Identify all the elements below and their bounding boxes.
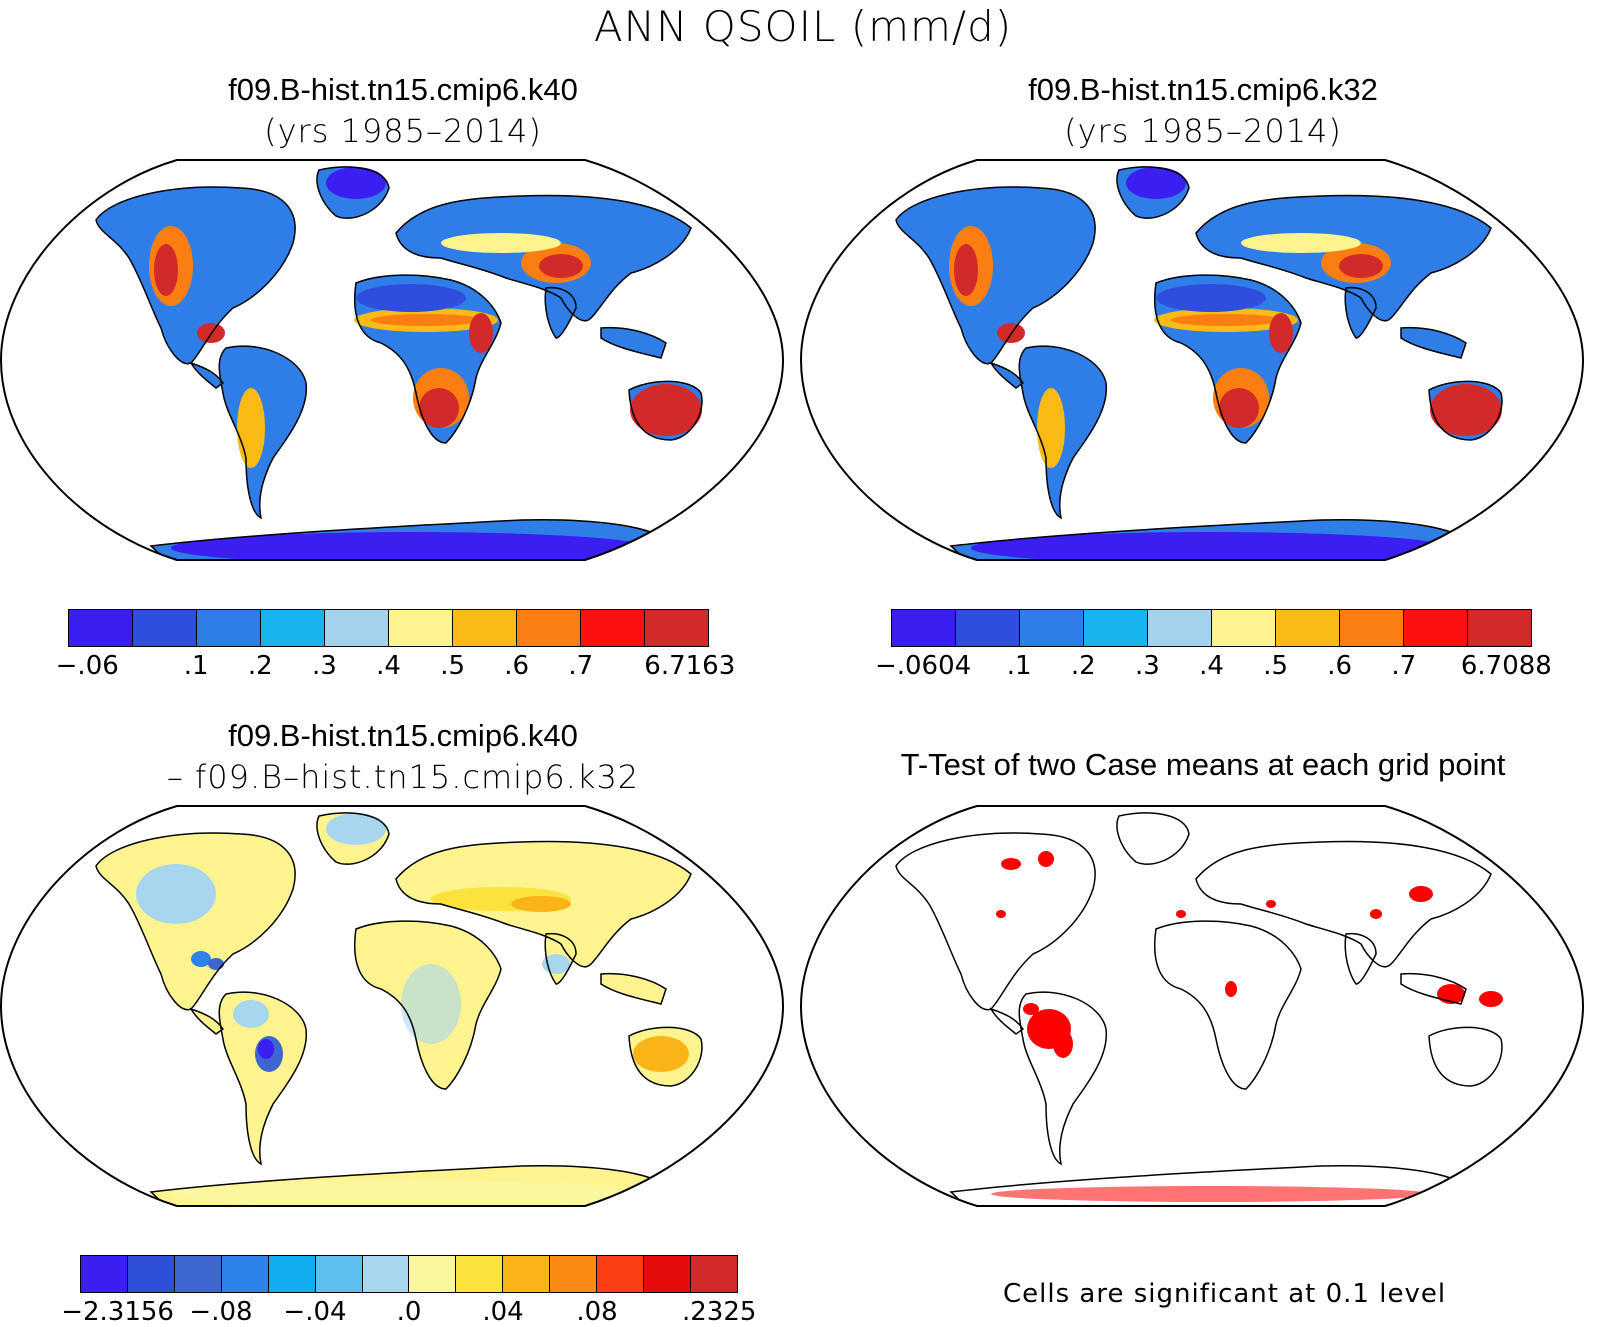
cb1-tick-label: .2 [247,651,273,681]
cb3-swatch [550,1256,598,1292]
cb3-swatch [362,1256,410,1292]
panel-title-top-right: f09.B-hist.tn15.cmip6.k32 [1028,72,1378,107]
cb2-tick-label: .7 [1391,651,1417,681]
figure-title: ANN QSOIL (mm/d) [593,2,1013,51]
cb3-swatch [81,1256,128,1292]
map-bottom-left [0,805,784,1207]
cb3-swatch [268,1256,316,1292]
cb1-swatch [69,610,133,646]
cb1-tick-label: .5 [440,651,465,681]
colorbar-top-right [891,609,1532,647]
cb1-tick-label: .7 [568,651,594,681]
cb1-swatch [581,610,645,646]
cb3-swatch [456,1256,504,1292]
cb2-tick-label: 6.7088 [1460,651,1552,681]
cb2-swatch [1404,610,1468,646]
panel-subtitle-bottom-left: – f09.B–hist.tn15.cmip6.k32 [166,758,640,796]
cb2-swatch [1212,610,1276,646]
cb2-tick-label: .2 [1070,651,1096,681]
cb3-swatch [644,1256,691,1292]
cb2-tick-label: .3 [1134,651,1160,681]
cb2-swatch [1084,610,1148,646]
cb2-swatch [1340,610,1404,646]
cb1-swatch [517,610,581,646]
panel-subtitle-top-right: (yrs 1985–2014) [1064,112,1342,150]
colorbar-top-left [68,609,709,647]
cb3-swatch [690,1256,737,1292]
panel-title-bottom-left: f09.B-hist.tn15.cmip6.k40 [228,718,578,753]
cb2-swatch [1276,610,1340,646]
panel-subtitle-top-left: (yrs 1985–2014) [264,112,542,150]
panel-title-top-left: f09.B-hist.tn15.cmip6.k40 [228,72,578,107]
cb1-tick-label: .3 [311,651,337,681]
cb3-tick-label: −.04 [283,1297,347,1327]
cb3-tick-label: .0 [396,1297,422,1327]
cb1-swatch [645,610,708,646]
map-top-left [0,159,784,561]
cb2-tick-label: .1 [1006,651,1032,681]
colorbar-bottom-left [80,1255,738,1293]
cb2-swatch [1468,610,1531,646]
cb3-swatch [315,1256,363,1292]
cb1-tick-label: .6 [504,651,530,681]
cb3-swatch [503,1256,551,1292]
cb3-tick-label: .08 [576,1297,618,1327]
cb1-tick-label: .1 [183,651,209,681]
cb1-swatch [325,610,389,646]
cb2-swatch [1020,610,1084,646]
cb3-tick-label: .04 [482,1297,524,1327]
cb2-swatch [956,610,1020,646]
cb2-tick-label: −.0604 [874,651,972,681]
cb3-swatch [409,1256,457,1292]
cb2-swatch [1148,610,1212,646]
cb1-tick-label: −.06 [55,651,119,681]
cb2-tick-label: .5 [1263,651,1288,681]
cb2-swatch [892,610,956,646]
cb2-tick-label: .4 [1199,651,1224,681]
cb3-tick-label: .2325 [681,1297,757,1327]
cb3-swatch [221,1256,269,1292]
cb1-swatch [197,610,261,646]
cb1-tick-label: .4 [376,651,401,681]
cb3-swatch [174,1256,222,1292]
cb1-swatch [133,610,197,646]
cb3-tick-label: −2.3156 [61,1297,174,1327]
cb3-tick-label: −.08 [189,1297,253,1327]
map-bottom-right [800,805,1584,1207]
panel-title-bottom-right: T-Test of two Case means at each grid po… [900,747,1506,782]
significance-note: Cells are significant at 0.1 level [1003,1279,1447,1309]
cb1-swatch [453,610,517,646]
cb3-swatch [597,1256,645,1292]
cb1-swatch [261,610,325,646]
cb2-tick-label: .6 [1327,651,1353,681]
cb1-tick-label: 6.7163 [644,651,736,681]
cb3-swatch [127,1256,175,1292]
cb1-swatch [389,610,453,646]
map-top-right [800,159,1584,561]
